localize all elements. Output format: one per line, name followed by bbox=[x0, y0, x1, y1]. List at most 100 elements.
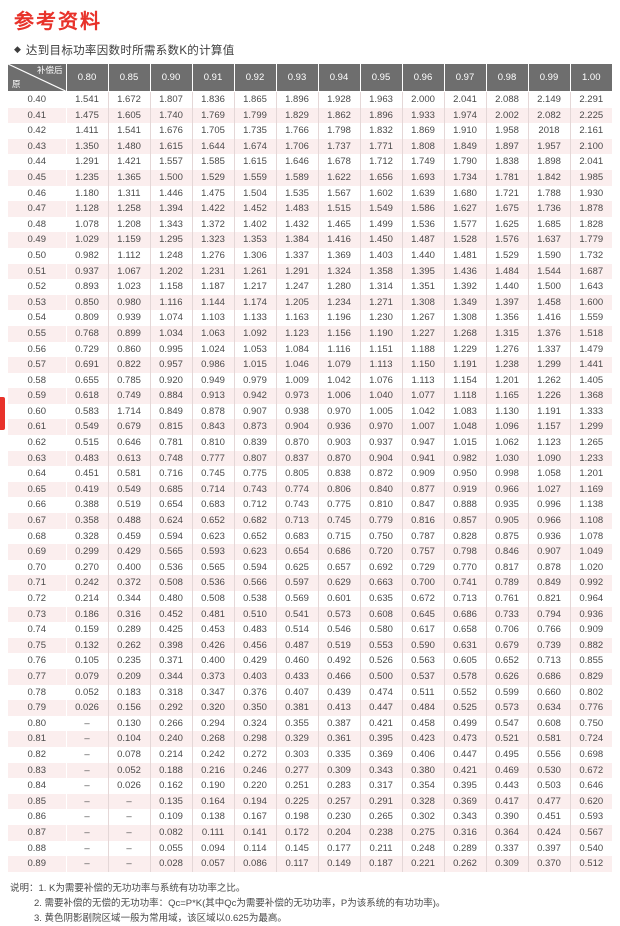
table-cell: 1.735 bbox=[234, 123, 277, 139]
table-cell: 0.980 bbox=[108, 294, 151, 311]
table-cell: 1.958 bbox=[486, 123, 529, 139]
table-cell: 0.566 bbox=[234, 575, 277, 591]
table-cell: 0.905 bbox=[486, 513, 529, 529]
table-cell: 1.712 bbox=[360, 154, 403, 170]
table-cell: 0.903 bbox=[318, 435, 361, 451]
table-cell: 1.536 bbox=[402, 216, 445, 233]
row-header: 0.41 bbox=[8, 107, 67, 124]
table-cell: 0.499 bbox=[444, 715, 487, 732]
table-cell: 0.810 bbox=[192, 435, 235, 451]
table-cell: 0.777 bbox=[192, 450, 235, 467]
table-cell: 1.421 bbox=[108, 154, 151, 170]
table-cell: 1.333 bbox=[570, 403, 612, 420]
table-row: 0.69 0.299 0.429 0.565 0.593 0.623 0.654 0.686 0… bbox=[8, 544, 612, 560]
table-cell: 0.909 bbox=[570, 622, 612, 638]
table-cell: 1.201 bbox=[570, 466, 612, 482]
table-cell: 0.770 bbox=[444, 559, 487, 576]
table-row: 0.49 1.029 1.159 1.295 1.323 1.353 1.384 1.416 1… bbox=[8, 232, 612, 248]
table-cell: 0.986 bbox=[192, 357, 235, 373]
table-cell: 0.251 bbox=[276, 778, 319, 794]
table-cell: 0.966 bbox=[486, 481, 529, 498]
table-cell: 0.565 bbox=[192, 559, 235, 576]
table-cell: 1.896 bbox=[360, 107, 403, 124]
table-cell: 0.634 bbox=[528, 700, 571, 716]
table-cell: 0.608 bbox=[528, 715, 571, 732]
row-header: 0.55 bbox=[8, 325, 67, 342]
diamond-icon: ◆ bbox=[14, 43, 21, 54]
table-cell: 0.872 bbox=[360, 466, 403, 482]
table-row: 0.40 1.541 1.672 1.807 1.836 1.865 1.896 1.928 1… bbox=[8, 91, 612, 108]
table-cell: 0.364 bbox=[486, 824, 529, 841]
table-cell: 0.768 bbox=[66, 325, 109, 342]
table-cell: 1.475 bbox=[192, 185, 235, 202]
k-coefficient-table: 补偿后 原 0.80 0.85 0.90 0.91 0.92 0.93 0.94 0.95 0.… bbox=[8, 64, 612, 872]
table-cell: 0.135 bbox=[150, 793, 193, 810]
table-cell: 0.766 bbox=[528, 622, 571, 638]
table-cell: 0.164 bbox=[192, 793, 235, 810]
table-cell: 1.799 bbox=[234, 107, 277, 124]
table-cell: 1.577 bbox=[444, 216, 487, 233]
table-cell: 1.500 bbox=[528, 279, 571, 295]
table-cell: 0.324 bbox=[234, 715, 277, 732]
row-header: 0.84 bbox=[8, 778, 67, 794]
table-cell: 2.088 bbox=[486, 91, 529, 108]
table-cell: 0.500 bbox=[360, 668, 403, 685]
table-cell: – bbox=[66, 762, 109, 779]
table-cell: 0.104 bbox=[108, 731, 151, 747]
table-row: 0.45 1.235 1.365 1.500 1.529 1.559 1.589 1.622 1… bbox=[8, 169, 612, 186]
table-cell: 0.347 bbox=[192, 684, 235, 701]
table-cell: 0.774 bbox=[276, 481, 319, 498]
table-cell: 0.354 bbox=[402, 778, 445, 794]
row-header: 0.80 bbox=[8, 715, 67, 732]
table-cell: 0.216 bbox=[192, 762, 235, 779]
table-row: 0.67 0.358 0.488 0.624 0.652 0.682 0.713 0.745 0… bbox=[8, 513, 612, 529]
table-cell: – bbox=[66, 856, 109, 872]
table-cell: 0.540 bbox=[570, 840, 612, 857]
table-cell: 1.440 bbox=[486, 279, 529, 295]
table-cell: 0.682 bbox=[234, 513, 277, 529]
table-cell: 1.957 bbox=[528, 138, 571, 155]
column-header: 0.91 bbox=[192, 64, 235, 92]
table-cell: 0.714 bbox=[192, 481, 235, 498]
table-cell: 0.343 bbox=[444, 809, 487, 825]
table-cell: 1.227 bbox=[402, 325, 445, 342]
table-cell: 0.289 bbox=[108, 622, 151, 638]
table-cell: 1.749 bbox=[402, 154, 445, 170]
table-cell: 1.353 bbox=[234, 232, 277, 248]
table-cell: 0.395 bbox=[360, 731, 403, 747]
table-cell: 0.581 bbox=[108, 466, 151, 482]
table-cell: 0.679 bbox=[486, 637, 529, 654]
table-cell: 0.652 bbox=[486, 653, 529, 669]
table-cell: 0.488 bbox=[108, 513, 151, 529]
table-cell: 1.416 bbox=[528, 310, 571, 326]
table-cell: 1.235 bbox=[66, 169, 109, 186]
table-cell: 0.536 bbox=[192, 575, 235, 591]
row-header: 0.71 bbox=[8, 575, 67, 591]
table-cell: 1.721 bbox=[486, 185, 529, 202]
table-cell: 0.291 bbox=[360, 793, 403, 810]
table-cell: 1.898 bbox=[528, 154, 571, 170]
table-cell: 0.515 bbox=[66, 435, 109, 451]
table-cell: 0.138 bbox=[192, 809, 235, 825]
table-cell: 1.541 bbox=[66, 91, 109, 108]
table-cell: 0.526 bbox=[360, 653, 403, 669]
table-cell: 0.982 bbox=[444, 450, 487, 467]
row-header: 0.63 bbox=[8, 450, 67, 467]
table-cell: 0.745 bbox=[318, 513, 361, 529]
table-cell: 1.027 bbox=[528, 481, 571, 498]
table-cell: 0.779 bbox=[360, 513, 403, 529]
row-header: 0.78 bbox=[8, 684, 67, 701]
table-cell: 0.618 bbox=[66, 388, 109, 404]
table-cell: 0.875 bbox=[486, 528, 529, 545]
table-cell: 1.128 bbox=[66, 201, 109, 217]
table-cell: 1.483 bbox=[276, 201, 319, 217]
table-cell: 0.483 bbox=[234, 622, 277, 638]
column-header: 0.95 bbox=[360, 64, 403, 92]
table-cell: 0.593 bbox=[192, 544, 235, 560]
table-cell: 0.026 bbox=[66, 700, 109, 716]
table-cell: 0.344 bbox=[150, 668, 193, 685]
table-cell: 0.211 bbox=[360, 840, 403, 857]
row-header: 0.50 bbox=[8, 247, 67, 264]
column-header: 0.99 bbox=[528, 64, 571, 92]
table-cell: 1.267 bbox=[402, 310, 445, 326]
